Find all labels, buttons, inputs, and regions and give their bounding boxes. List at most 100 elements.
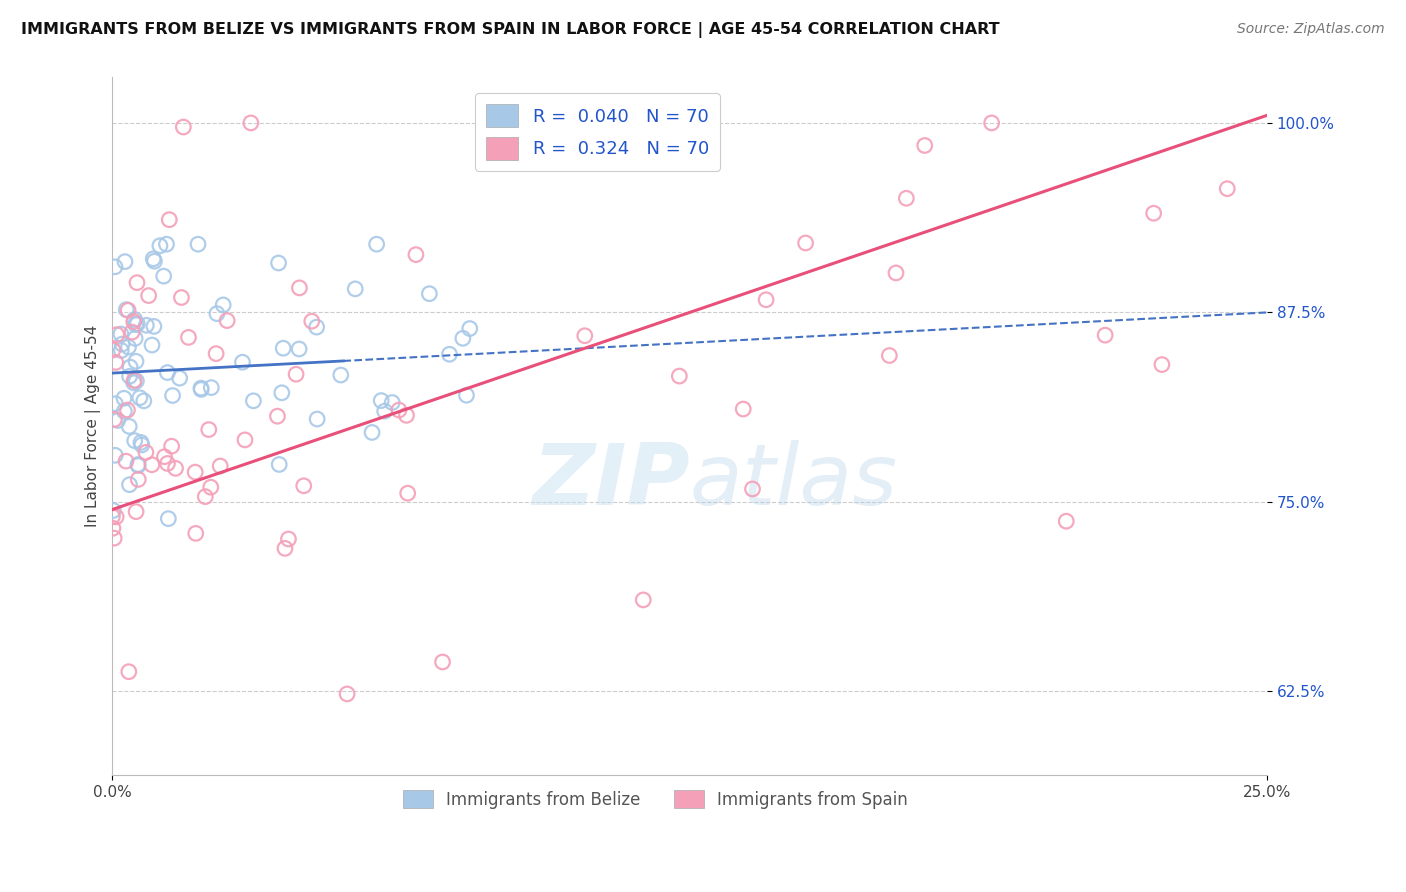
Point [344,282,367,296]
Point [118,419,141,434]
Point [1216,182,1239,196]
Point [155,237,177,252]
Point [884,266,907,280]
Point [755,293,778,307]
Point [231,355,253,369]
Point [118,369,141,384]
Point [266,409,288,424]
Point [122,315,145,329]
Point [370,393,392,408]
Point [156,366,179,380]
Point [217,313,239,327]
Point [103,531,125,545]
Point [118,665,141,679]
Point [120,360,142,375]
Point [177,330,200,344]
Point [1150,358,1173,372]
Point [274,541,297,556]
Point [200,381,222,395]
Point [160,439,183,453]
Point [138,288,160,302]
Point [141,338,163,352]
Point [307,412,329,426]
Point [190,383,212,397]
Point [209,458,232,473]
Point [270,385,292,400]
Point [127,458,149,472]
Point [914,138,936,153]
Point [112,404,135,418]
Point [267,256,290,270]
Point [127,472,149,486]
Point [305,320,328,334]
Text: ZIP: ZIP [531,441,690,524]
Point [544,116,567,130]
Point [741,482,763,496]
Point [157,212,180,227]
Point [128,391,150,405]
Point [381,395,404,409]
Point [153,450,176,464]
Point [110,326,132,341]
Point [104,397,127,411]
Point [980,116,1002,130]
Point [205,307,228,321]
Point [101,521,124,535]
Point [111,337,134,351]
Point [122,376,145,390]
Text: atlas: atlas [690,441,897,524]
Point [104,448,127,462]
Point [127,317,149,331]
Point [329,368,352,382]
Point [124,434,146,448]
Point [143,254,166,268]
Point [1054,514,1077,528]
Point [117,340,139,354]
Point [396,486,419,500]
Y-axis label: In Labor Force | Age 45-54: In Labor Force | Age 45-54 [86,325,101,527]
Point [184,526,207,541]
Point [127,458,149,473]
Text: IMMIGRANTS FROM BELIZE VS IMMIGRANTS FROM SPAIN IN LABOR FORCE | AGE 45-54 CORRE: IMMIGRANTS FROM BELIZE VS IMMIGRANTS FRO… [21,22,1000,38]
Point [388,403,411,417]
Point [451,331,474,345]
Point [162,388,184,402]
Point [361,425,384,440]
Point [121,325,143,339]
Point [103,503,125,517]
Point [190,381,212,395]
Point [125,276,148,290]
Point [277,532,299,546]
Point [117,403,139,417]
Point [115,454,138,468]
Point [288,281,311,295]
Point [242,393,264,408]
Point [142,252,165,266]
Point [285,368,308,382]
Point [156,457,179,471]
Point [405,247,427,261]
Point [132,393,155,408]
Point [205,346,228,360]
Point [107,413,129,427]
Point [418,286,440,301]
Point [165,461,187,475]
Point [879,349,901,363]
Point [105,509,128,524]
Point [124,331,146,345]
Point [1143,206,1166,220]
Legend: Immigrants from Belize, Immigrants from Spain: Immigrants from Belize, Immigrants from … [396,784,914,815]
Point [105,327,128,342]
Point [733,402,755,417]
Point [101,343,124,357]
Point [896,191,918,205]
Point [125,354,148,368]
Point [131,438,153,452]
Point [104,260,127,274]
Point [110,343,132,358]
Text: Source: ZipAtlas.com: Source: ZipAtlas.com [1237,22,1385,37]
Point [170,291,193,305]
Point [1094,328,1116,343]
Point [124,312,146,326]
Point [125,318,148,332]
